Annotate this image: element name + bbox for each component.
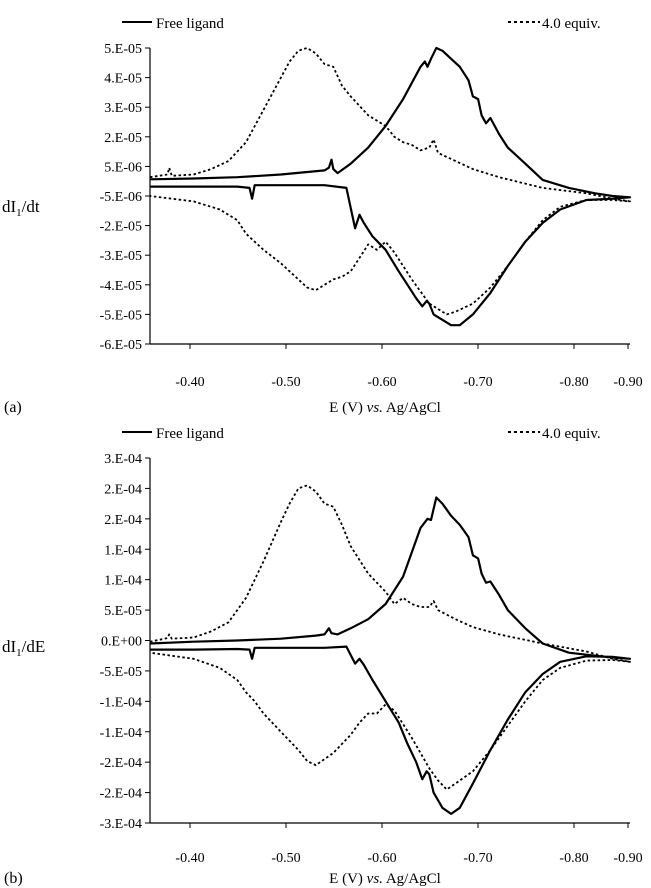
y-tick-label: 3.E-05	[104, 101, 142, 116]
x-tick-label: -0.50	[271, 851, 300, 866]
x-axis-label-b: E (V) vs. Ag/AgCl	[329, 871, 441, 887]
y-tick-label: -3.E-05	[100, 249, 142, 264]
y-tick-label: 5.E-05	[104, 604, 142, 619]
x-tick-label: -0.80	[559, 375, 588, 390]
legend: Free ligand 4.0 equiv.	[122, 426, 601, 442]
y-tick-label: 0.E+00	[101, 635, 142, 650]
legend-label-4-equiv: 4.0 equiv.	[542, 426, 601, 442]
panel-b: Free ligand 4.0 equiv. 3.E-04 2.E-04 2.E-0…	[2, 426, 643, 887]
axes-b: 3.E-04 2.E-04 2.E-04 1.E-04 1.E-04 5.E-05 0.E+…	[100, 452, 643, 866]
y-axis-label-b: dI1/dE	[2, 637, 45, 659]
x-tick-label: -0.60	[367, 375, 396, 390]
y-tick-label: -1.E-04	[100, 695, 142, 710]
y-tick-label: -6.E-05	[100, 338, 142, 353]
series-free-ligand-line	[149, 496, 632, 815]
y-tick-label: -2.E-05	[100, 220, 142, 235]
plot-area-a	[149, 46, 632, 327]
y-tick-label: 2.E-04	[104, 482, 142, 497]
y-tick-label: -3.E-04	[100, 817, 142, 832]
x-tick-label: -0.90	[613, 851, 642, 866]
series-4-equiv-line	[149, 47, 631, 316]
x-tick-label: -0.50	[271, 375, 300, 390]
panel-a: Free ligand 4.0 equiv. 5.E-05 4.E-05 3.E-0…	[2, 16, 643, 416]
x-tick-label: -0.70	[463, 851, 492, 866]
panel-label-b: (b)	[4, 870, 23, 887]
panel-label-a: (a)	[4, 399, 22, 416]
legend-label-free-ligand: Free ligand	[156, 426, 224, 442]
y-tick-label: 1.E-04	[104, 543, 142, 558]
y-tick-label: -5.E-05	[100, 665, 142, 680]
legend-label-free-ligand: Free ligand	[156, 16, 224, 32]
x-tick-label: -0.70	[463, 375, 492, 390]
y-tick-label: -5.E-05	[100, 308, 142, 323]
legend-label-4-equiv: 4.0 equiv.	[542, 16, 601, 32]
series-4-equiv-line	[149, 484, 631, 791]
y-tick-label: -4.E-05	[100, 279, 142, 294]
y-tick-label: -1.E-04	[100, 726, 142, 741]
y-tick-label: 1.E-04	[104, 574, 142, 589]
x-tick-label: -0.80	[559, 851, 588, 866]
legend: Free ligand 4.0 equiv.	[122, 16, 601, 32]
y-tick-label: -2.E-04	[100, 787, 142, 802]
x-tick-label: -0.40	[175, 375, 204, 390]
x-axis-label-a: E (V) vs. Ag/AgCl	[329, 400, 441, 416]
series-free-ligand-line	[149, 46, 632, 327]
x-tick-label: -0.60	[367, 851, 396, 866]
axes-a: 5.E-05 4.E-05 3.E-05 2.E-05 5.E-06 -5.E-06 -2.…	[100, 42, 643, 390]
y-tick-label: -2.E-04	[100, 756, 142, 771]
x-tick-label: -0.90	[613, 375, 642, 390]
y-tick-label: 5.E-05	[104, 42, 142, 57]
x-tick-label: -0.40	[175, 851, 204, 866]
y-tick-label: 2.E-05	[104, 131, 142, 146]
y-tick-label: 5.E-06	[104, 160, 142, 175]
plot-area-b	[149, 484, 632, 815]
y-tick-label: 3.E-04	[104, 452, 142, 467]
y-axis-label-a: dI1/dt	[2, 197, 40, 219]
y-tick-label: -5.E-06	[100, 190, 142, 205]
y-tick-label: 2.E-04	[104, 513, 142, 528]
y-tick-label: 4.E-05	[104, 72, 142, 87]
